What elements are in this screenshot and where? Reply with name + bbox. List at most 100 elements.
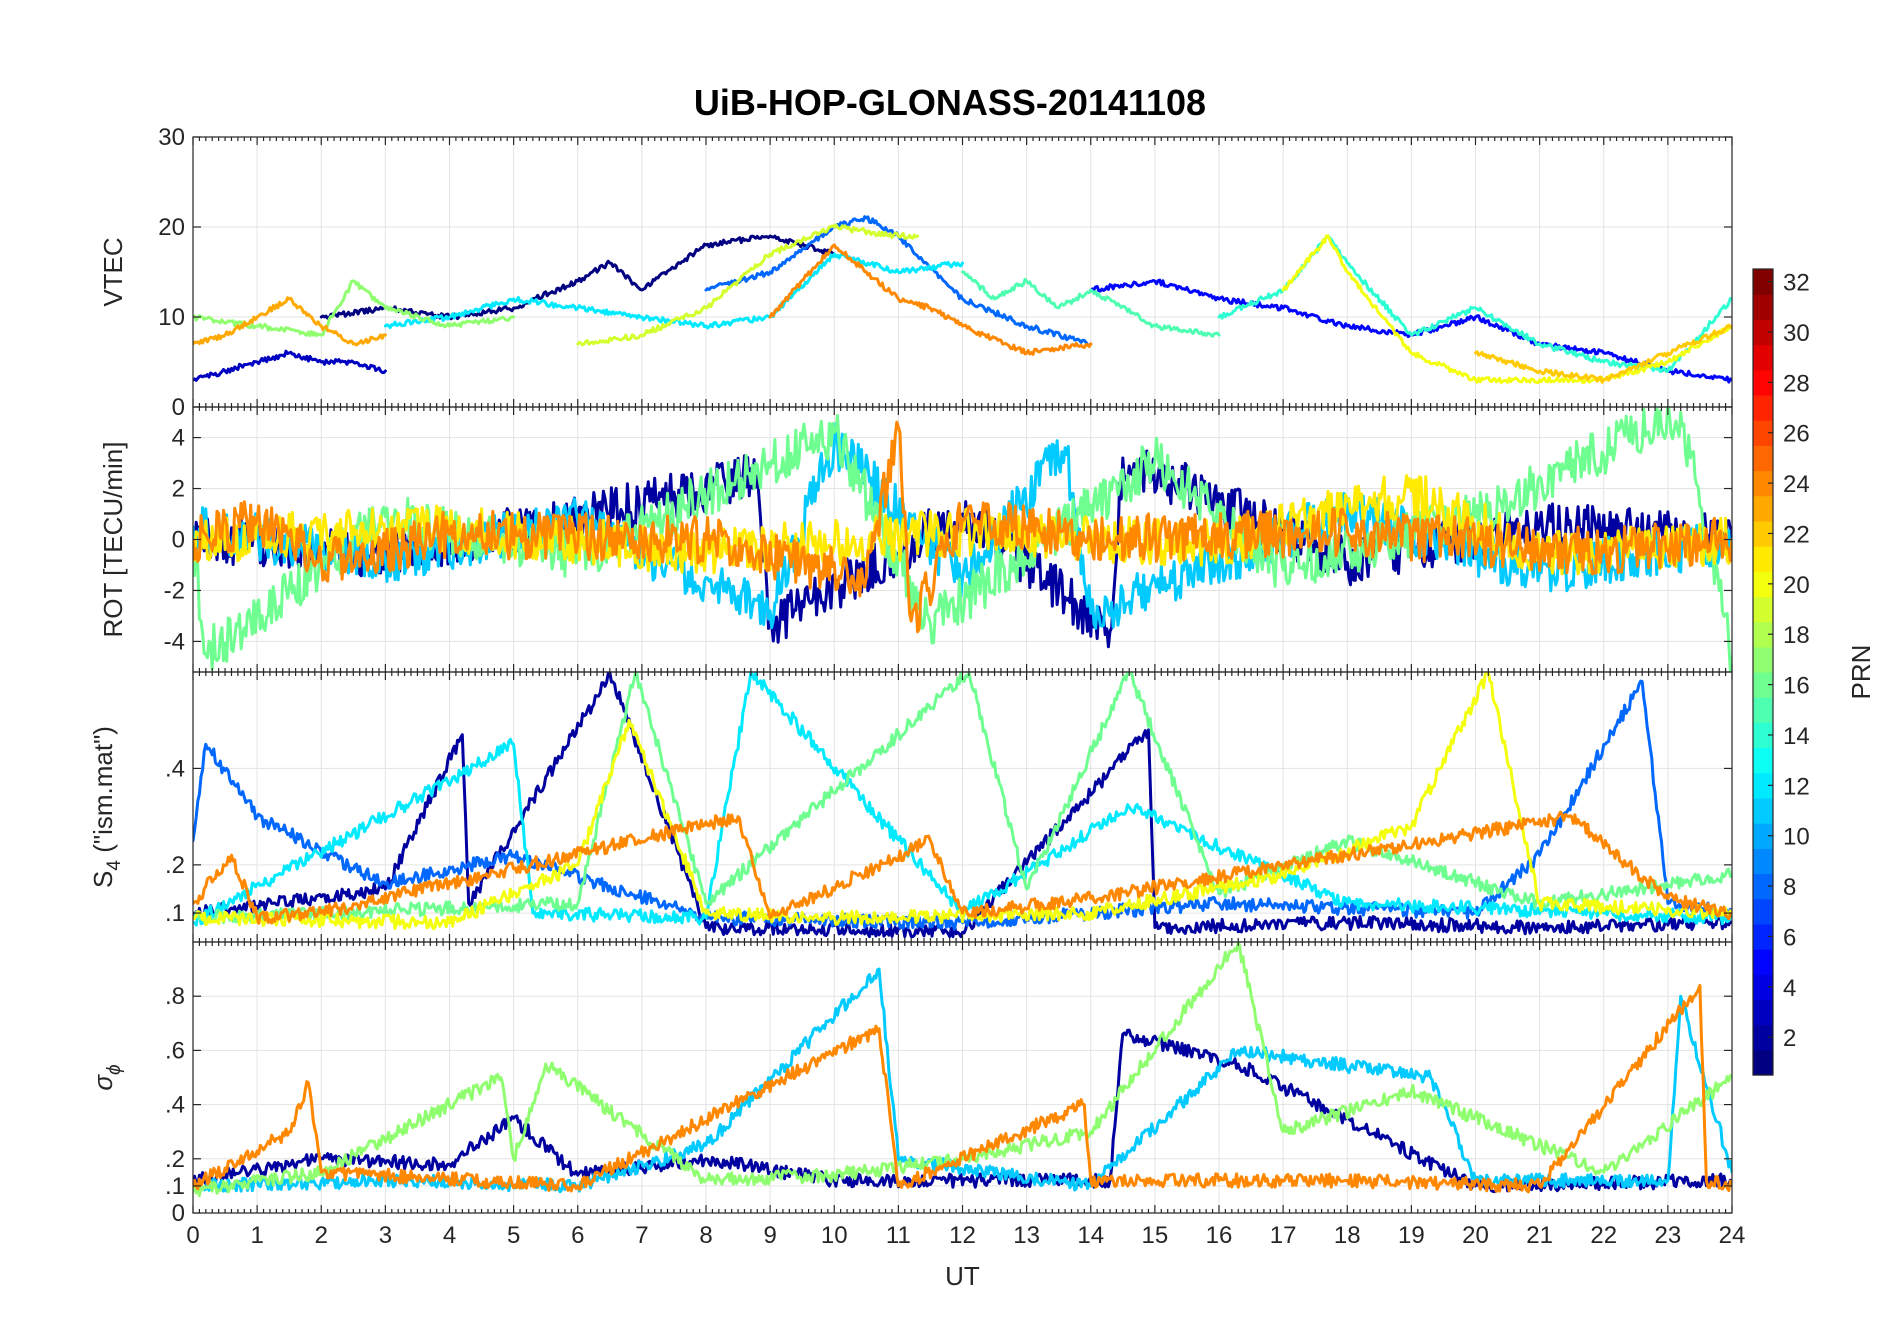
trace-prn-11 <box>193 421 1732 630</box>
trace-prn-24 <box>193 420 1732 634</box>
colorbar-swatch <box>1753 823 1773 849</box>
trace-prn-22 <box>1474 323 1732 384</box>
colorbar-swatch <box>1753 344 1773 371</box>
panel-sigma: 0.1.2 .4 .6 .8 σϕ <box>88 941 1733 1227</box>
y-tick-label: .1 <box>165 1173 185 1200</box>
x-tick-label: 9 <box>763 1222 776 1249</box>
colorbar-swatch <box>1753 495 1773 522</box>
trace-prn-24 <box>768 243 1093 356</box>
colorbar-tick-label: 12 <box>1783 773 1810 800</box>
x-tick-label: 19 <box>1398 1222 1425 1249</box>
trace-prn-12 <box>383 252 964 330</box>
y-tick-label: .2 <box>165 1146 185 1173</box>
y-axis-label-vtec: VTEC <box>98 237 128 306</box>
y-tick-label: .6 <box>165 1037 185 1064</box>
y-axis-label-rot: ROT [TECU/min] <box>98 442 128 638</box>
x-tick-label: 16 <box>1206 1222 1233 1249</box>
colorbar-label: PRN <box>1846 645 1876 700</box>
x-tick-label: 17 <box>1270 1222 1297 1249</box>
colorbar-swatch <box>1753 1024 1773 1051</box>
colorbar-swatch <box>1753 394 1773 421</box>
colorbar-tick-label: 6 <box>1783 924 1796 951</box>
trace-prn-2 <box>193 672 1732 939</box>
trace-prn-3 <box>193 349 387 382</box>
x-tick-label: 1 <box>250 1222 263 1249</box>
y-tick-label: -4 <box>164 628 185 655</box>
y-tick-label: 2 <box>172 476 185 503</box>
trace-prn-15 <box>961 270 1221 338</box>
x-tick-label: 20 <box>1462 1222 1489 1249</box>
colorbar-swatch <box>1753 546 1773 572</box>
y-tick-label: 10 <box>158 304 185 331</box>
colorbar-swatch <box>1753 974 1773 1001</box>
x-tick-label: 2 <box>315 1222 328 1249</box>
trace-prn-16 <box>193 672 1732 925</box>
traces-sigma <box>193 942 1732 1198</box>
trace-prn-20 <box>193 672 1732 931</box>
colorbar-tick-label: 2 <box>1783 1025 1796 1052</box>
panel-rot: -4 -2 0 2 4 ROT [TECU/min] <box>98 406 1733 673</box>
x-tick-label: 24 <box>1719 1222 1746 1249</box>
colorbar-swatch <box>1753 294 1773 320</box>
colorbar-swatch <box>1753 646 1773 673</box>
chart-title: UiB-HOP-GLONASS-20141108 <box>694 82 1206 123</box>
colorbar-swatch <box>1753 621 1773 648</box>
y-tick-label: .1 <box>165 900 185 927</box>
trace-prn-23 <box>193 296 387 347</box>
colorbar-tick-label: 4 <box>1783 975 1796 1002</box>
y-tick-label: 4 <box>172 425 185 452</box>
colorbar-swatch <box>1753 949 1773 975</box>
colorbar-tick-label: 10 <box>1783 824 1810 851</box>
trace-prn-24 <box>193 810 1732 925</box>
y-tick-label: 0 <box>172 1200 185 1227</box>
colorbar-tick-label: 30 <box>1783 320 1810 347</box>
colorbar-swatch <box>1753 520 1773 547</box>
colorbar-tick-label: 20 <box>1783 572 1810 599</box>
colorbar-swatch <box>1753 596 1773 623</box>
x-tick-label: 8 <box>699 1222 712 1249</box>
panel-s4: .1 .2 .4 S4 ("ism.mat") <box>88 671 1733 943</box>
x-tick-label: 23 <box>1655 1222 1682 1249</box>
colorbar-tick-label: 32 <box>1783 270 1810 297</box>
colorbar-swatch <box>1753 319 1773 346</box>
x-tick-label: 11 <box>886 1222 911 1249</box>
colorbar-swatch <box>1753 772 1773 799</box>
colorbar-swatch <box>1753 797 1773 824</box>
x-tick-label: 22 <box>1590 1222 1617 1249</box>
x-tick-label: 4 <box>443 1222 456 1249</box>
colorbar-tick-label: 8 <box>1783 874 1796 901</box>
colorbar-swatch <box>1753 420 1773 446</box>
panel-vtec: 0 10 20 30 VTEC <box>98 124 1733 421</box>
colorbar-swatch <box>1753 1049 1773 1076</box>
colorbar-tick-label: 26 <box>1783 421 1810 448</box>
colorbar-swatch <box>1753 571 1773 598</box>
x-tick-label: 10 <box>821 1222 848 1249</box>
colorbar-tick-label: 22 <box>1783 521 1810 548</box>
y-tick-label: .2 <box>165 852 185 879</box>
traces-s4 <box>193 672 1732 939</box>
colorbar-swatch <box>1753 369 1773 396</box>
colorbar-swatch <box>1753 722 1773 749</box>
colorbar-swatch <box>1753 269 1773 295</box>
colorbar-swatch <box>1753 747 1773 774</box>
trace-prn-19 <box>576 223 920 347</box>
traces-vtec <box>193 215 1732 385</box>
x-axis: 0 1 2 3 4 5 6 7 8 9 10 11 12 13 14 15 16 17 18 19 20 21 22 23 24… <box>186 1222 1745 1291</box>
trace-prn-17 <box>193 942 1732 1198</box>
colorbar-swatch <box>1753 470 1773 497</box>
y-axis-label-sigma: σϕ <box>88 1064 125 1090</box>
colorbar-swatch <box>1753 923 1773 950</box>
colorbar-tick-label: 16 <box>1783 673 1810 700</box>
colorbar-swatch <box>1753 697 1773 723</box>
y-tick-label: .8 <box>165 983 185 1010</box>
colorbar-frame <box>1752 268 1774 1076</box>
y-tick-label: .4 <box>165 755 185 782</box>
colorbar-swatch <box>1753 999 1773 1026</box>
colorbar-tick-label: 18 <box>1783 622 1810 649</box>
y-axis-label-s4: S4 ("ism.mat") <box>88 726 125 888</box>
x-tick-label: 21 <box>1526 1222 1553 1249</box>
x-tick-label: 12 <box>949 1222 976 1249</box>
